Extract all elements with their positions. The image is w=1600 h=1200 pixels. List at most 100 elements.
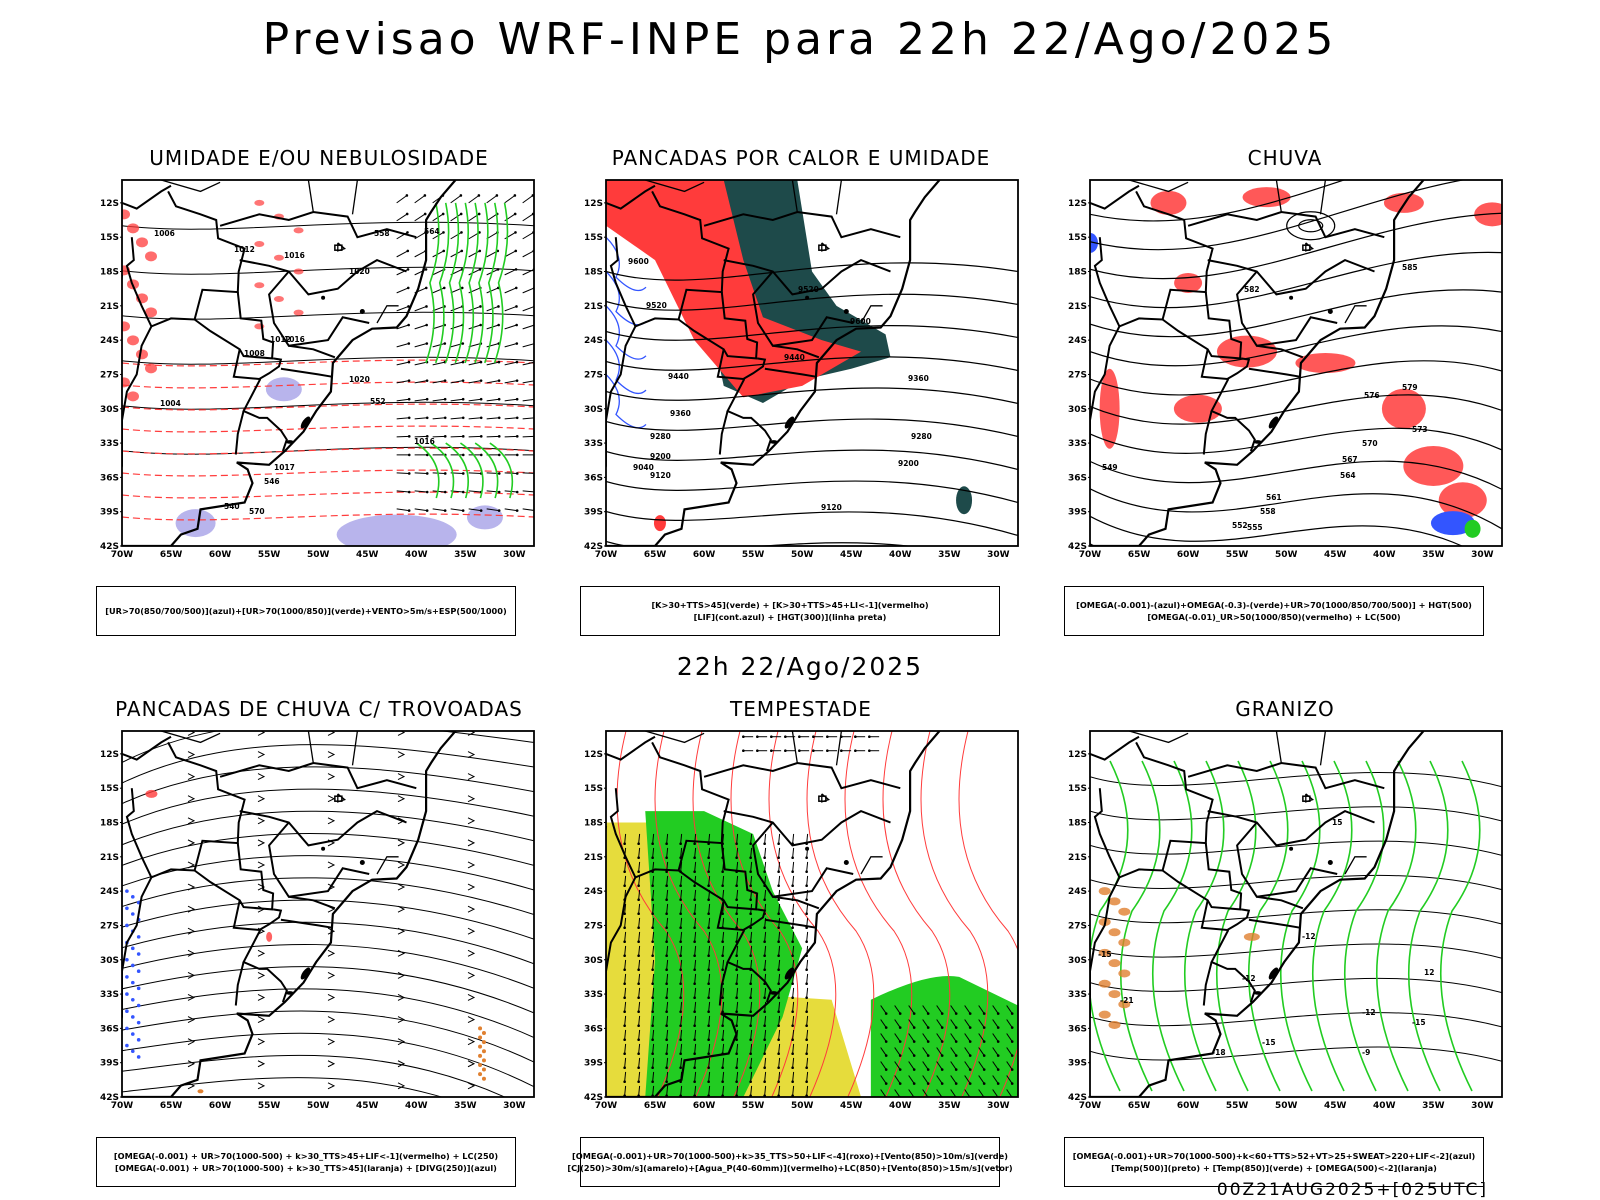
wind850-vector-head <box>623 940 626 943</box>
wind-vector <box>486 417 500 420</box>
contour-value-label: 9120 <box>650 471 671 480</box>
wind850-vector <box>936 1061 943 1070</box>
wind850-vector-head <box>693 940 696 943</box>
wind850-vector-head <box>679 1038 682 1041</box>
wind850-vector-head <box>954 1054 958 1057</box>
lon-tick-label: 30W <box>1471 1101 1494 1111</box>
panel-chuva: CHUVA 585 582 579 576 573 570 567 564 561 558 555 5… <box>1062 146 1522 636</box>
country-border <box>268 270 370 347</box>
streamline-arrow <box>327 1060 336 1068</box>
wind850-vector-head <box>777 1080 780 1083</box>
streamline-arrow <box>257 817 266 825</box>
wind-vector-head <box>461 397 465 401</box>
wind-vector-head <box>478 249 482 253</box>
wind850-vector <box>736 1071 739 1082</box>
state-border <box>1319 731 1327 766</box>
wind850-vector <box>666 1043 669 1054</box>
wind850-vector <box>792 917 795 928</box>
wind850-vector <box>750 1085 753 1096</box>
country-border <box>239 809 407 847</box>
contour-value-label: 9200 <box>898 459 919 468</box>
wind850-vector-head <box>651 1038 654 1041</box>
lif-contour <box>606 339 647 395</box>
wind850-vector <box>880 1075 887 1084</box>
divergence-dot <box>136 1055 141 1059</box>
wind850-vector-head <box>665 940 668 943</box>
contour-value-label: 12 <box>1424 968 1434 977</box>
wind-vector-head <box>443 509 447 512</box>
wind850-vector <box>950 1005 957 1014</box>
wind850-vector-head <box>940 1082 944 1085</box>
reservoir <box>805 295 810 300</box>
wind850-vector <box>652 973 655 984</box>
temp850-contour <box>1439 760 1481 1092</box>
wind850-vector-head <box>735 884 738 887</box>
wind850-vector-head <box>791 940 794 943</box>
wind850-vector <box>778 833 781 844</box>
lon-tick-label: 70W <box>111 550 134 560</box>
wind850-vector-head <box>693 1052 696 1055</box>
lagoon <box>784 416 795 429</box>
streamline-250 <box>122 766 534 805</box>
wind-vector <box>486 361 500 366</box>
wind850-vector-head <box>1010 1026 1014 1029</box>
state-border <box>161 180 221 193</box>
wind-vector-head <box>407 397 411 401</box>
legend-line: [LIF](cont.azul) + [HGT(300)](linha pret… <box>693 612 887 622</box>
lon-tick-label: 35W <box>1422 1101 1445 1111</box>
wind850-vector-head <box>763 1052 766 1055</box>
humidity-contour-green <box>464 202 479 364</box>
legend-box: [UR>70(850/700/500)](azul)+[UR>70(1000/8… <box>96 586 516 636</box>
pressure-isobar <box>122 446 534 455</box>
contour-value-label: 567 <box>1342 455 1358 464</box>
wind850-vector <box>722 1057 725 1068</box>
country-border <box>1248 367 1301 378</box>
lat-tick-label: 12S <box>584 750 603 760</box>
wind850-vector-head <box>777 1024 780 1027</box>
wind-vector <box>504 268 517 276</box>
lc850-red <box>806 731 875 1097</box>
wind850-vector <box>978 1075 985 1084</box>
streamline-250 <box>122 810 534 846</box>
wind850-vector <box>624 1085 627 1096</box>
thickness-cluster <box>293 309 304 316</box>
wind850-vector <box>638 875 641 886</box>
state-border <box>835 180 843 215</box>
wind-vector <box>468 398 482 402</box>
wind850-vector <box>792 833 795 844</box>
wind850-vector-head <box>777 1066 780 1069</box>
wind850-vector-head <box>805 870 808 873</box>
wind850-vector-head <box>763 1038 766 1041</box>
country-border <box>678 291 759 360</box>
country-border <box>232 900 283 932</box>
wind-vector-head <box>423 194 427 197</box>
omega-orange <box>1098 887 1111 896</box>
wind850-vector <box>736 833 739 844</box>
wind850-vector-head <box>791 996 794 999</box>
wind850-vector-head <box>1010 1082 1014 1085</box>
thickness-cluster <box>122 321 130 332</box>
wind850-vector-head <box>763 954 766 957</box>
country-border <box>1187 210 1385 239</box>
wind850-vector-head <box>763 856 766 859</box>
lat-tick-label: 39S <box>1068 508 1087 518</box>
state-border <box>791 731 798 764</box>
wind-vector <box>414 472 428 474</box>
lon-tick-label: 30W <box>987 550 1010 560</box>
lon-tick-label: 35W <box>938 550 961 560</box>
streamline-250 <box>122 877 534 916</box>
wind-vector <box>486 435 500 438</box>
wind850-vector <box>652 1015 655 1026</box>
country-border <box>1256 344 1304 359</box>
wind850-vector <box>624 1029 627 1040</box>
wind850-vector <box>680 1057 683 1068</box>
wind850-vector <box>624 833 627 844</box>
wind850-vector <box>736 945 739 956</box>
wind-vector <box>432 287 445 294</box>
wind-vector-head <box>442 286 446 290</box>
streamline-arrow <box>187 795 196 803</box>
streamline-arrow <box>467 971 476 979</box>
wind850-vector-head <box>651 982 654 985</box>
coastline <box>1090 180 1425 546</box>
wind850-vector-head <box>777 842 780 845</box>
